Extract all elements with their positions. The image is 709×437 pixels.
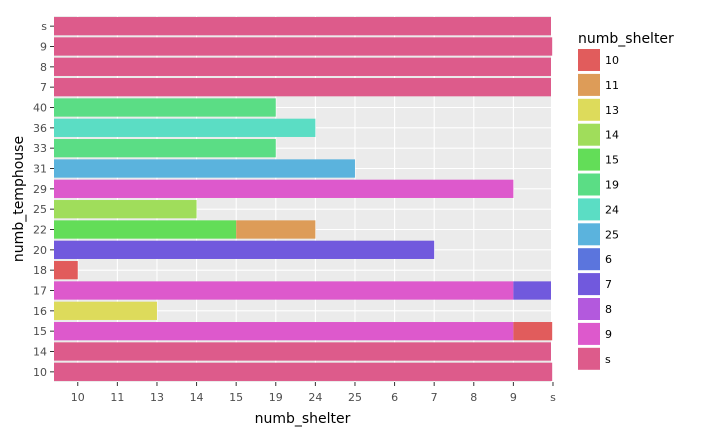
bar-segment	[513, 281, 551, 300]
legend-key	[578, 173, 600, 196]
y-axis-title: numb_temphouse	[11, 136, 27, 262]
panel-background	[54, 16, 551, 382]
bar-segment	[54, 200, 197, 219]
x-tick-label: 15	[229, 391, 243, 404]
x-tick-label: 13	[150, 391, 164, 404]
legend-key	[578, 198, 600, 221]
x-tick-label: 9	[510, 391, 517, 404]
bar-segment	[54, 98, 276, 117]
bar-segment	[54, 17, 551, 36]
bar-segment	[54, 57, 551, 76]
y-tick-label: 36	[33, 122, 47, 135]
y-tick-label: 15	[33, 325, 47, 338]
x-tick-label: 14	[190, 391, 204, 404]
legend-label: 25	[605, 228, 619, 241]
bar-segment	[54, 37, 553, 56]
legend-key	[578, 123, 600, 146]
y-tick-label: 20	[33, 244, 47, 257]
x-tick-label: 7	[431, 391, 438, 404]
legend-key	[578, 322, 600, 345]
bar-segment	[54, 118, 316, 137]
legend-label: 24	[605, 203, 619, 216]
bar-segment	[54, 342, 551, 361]
x-tick-label: 6	[391, 391, 398, 404]
bar-segment	[54, 139, 276, 158]
bar-segment	[54, 261, 78, 280]
y-tick-label: 16	[33, 305, 47, 318]
x-tick-label: s	[550, 391, 556, 404]
legend-key	[578, 49, 600, 71]
bar-segment	[54, 159, 355, 178]
legend-label: 13	[605, 104, 619, 117]
legend-key	[578, 223, 600, 246]
legend-label: 8	[605, 303, 612, 316]
legend-label: 10	[605, 54, 619, 67]
legend-label: 15	[605, 154, 619, 167]
legend-key	[578, 98, 600, 121]
legend-key	[578, 273, 600, 296]
legend-label: 14	[605, 129, 619, 142]
x-tick-labels: 10 11 13 14 15 19 24 25 6 7 8 9 s	[71, 382, 556, 404]
y-tick-label: 18	[33, 264, 47, 277]
legend-key	[578, 148, 600, 171]
bar-segment	[54, 78, 551, 97]
bar-segment	[54, 179, 514, 198]
legend-key	[578, 248, 600, 271]
y-tick-label: 14	[33, 346, 47, 359]
y-tick-label: 8	[40, 61, 47, 74]
y-tick-label: 31	[33, 163, 47, 176]
bar-segment	[54, 240, 435, 259]
y-tick-label: 17	[33, 285, 47, 298]
bar-segment	[236, 220, 316, 239]
y-tick-label: 9	[40, 41, 47, 54]
x-tick-label: 19	[269, 391, 283, 404]
x-tick-label: 10	[71, 391, 85, 404]
y-tick-label: 33	[33, 142, 47, 155]
legend-key	[578, 347, 600, 370]
x-tick-label: 11	[110, 391, 124, 404]
legend-label: 7	[605, 278, 612, 291]
bar-segment	[54, 322, 514, 341]
legend-key	[578, 73, 600, 96]
bar-segment	[54, 220, 237, 239]
legend-label: s	[605, 353, 611, 366]
bar-segment	[513, 322, 553, 341]
x-axis-title: numb_shelter	[255, 411, 351, 427]
y-tick-label: 40	[33, 102, 47, 115]
bars-group	[54, 17, 553, 381]
legend-title: numb_shelter	[578, 31, 674, 47]
legend-label: 9	[605, 328, 612, 341]
y-tick-label: 7	[40, 81, 47, 94]
legend: numb_shelter 10 11 13 14 15 19 24 25 6 7 8 9 s	[578, 31, 674, 370]
x-tick-label: 24	[308, 391, 322, 404]
x-tick-label: 25	[348, 391, 362, 404]
legend-label: 11	[605, 79, 619, 92]
legend-label: 6	[605, 253, 612, 266]
x-tick-label: 8	[470, 391, 477, 404]
legend-key	[578, 298, 600, 320]
y-tick-label: 29	[33, 183, 47, 196]
y-tick-label: 25	[33, 203, 47, 216]
bar-segment	[54, 362, 553, 381]
y-tick-label: 22	[33, 224, 47, 237]
bar-segment	[54, 281, 514, 300]
y-tick-label: 10	[33, 366, 47, 379]
legend-label: 19	[605, 179, 619, 192]
y-tick-label: s	[41, 20, 47, 33]
bar-segment	[54, 301, 157, 320]
y-tick-labels: 10 14 15 16 17 18 20 22 25 29 31 33 36 40 7 8 9 s	[33, 20, 54, 379]
